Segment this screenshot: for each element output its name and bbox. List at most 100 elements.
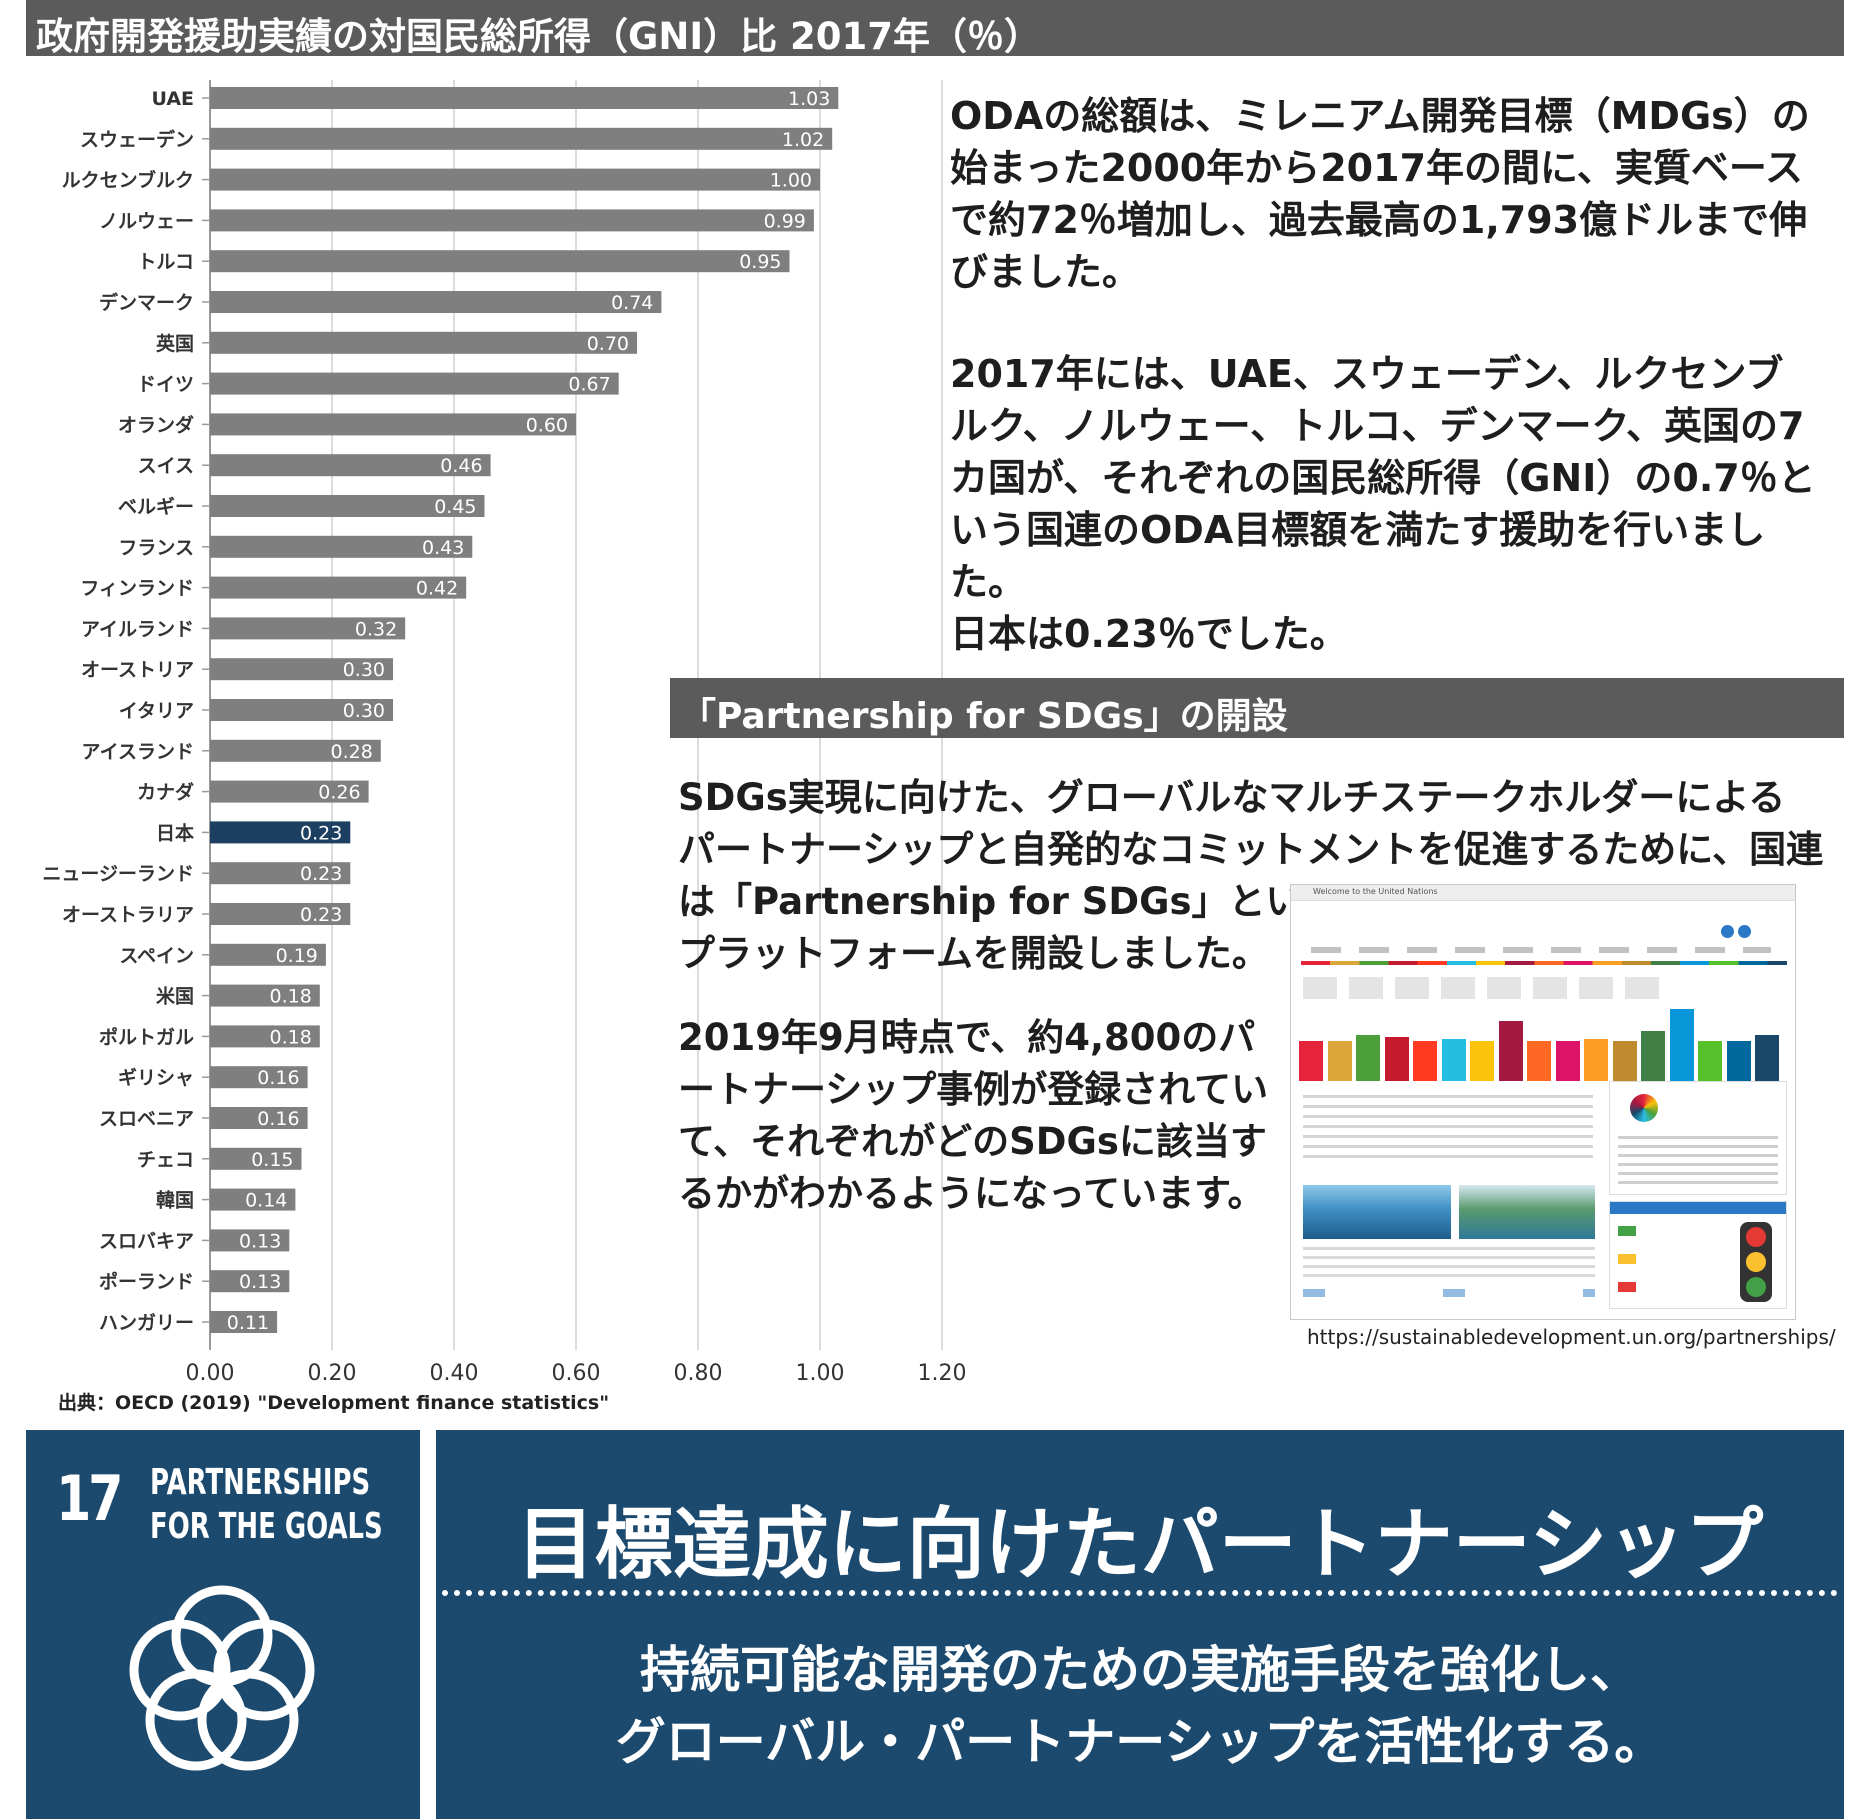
data-label: 0.45 bbox=[434, 496, 476, 518]
category-label: ニュージーランド bbox=[42, 863, 194, 885]
data-label: 0.15 bbox=[251, 1149, 293, 1171]
five-rings-flower-icon bbox=[129, 1585, 315, 1771]
bar bbox=[210, 903, 351, 925]
bar bbox=[210, 739, 381, 762]
goal-tile bbox=[1384, 1037, 1409, 1081]
bar bbox=[210, 209, 814, 232]
screenshot-islands-image bbox=[1459, 1185, 1595, 1239]
x-tick-label: 0.20 bbox=[308, 1361, 357, 1386]
data-label: 0.18 bbox=[269, 986, 311, 1008]
category-label: ギリシャ bbox=[118, 1067, 194, 1089]
screenshot-goal-tiles bbox=[1299, 1009, 1787, 1081]
data-label: 0.30 bbox=[343, 659, 385, 681]
data-label: 1.03 bbox=[788, 88, 830, 110]
screenshot-header-text: Welcome to the United Nations bbox=[1313, 887, 1438, 896]
bar bbox=[210, 291, 662, 313]
category-label: スペイン bbox=[119, 945, 194, 967]
goal-tile bbox=[1356, 1035, 1380, 1081]
data-label: 0.23 bbox=[300, 863, 342, 885]
data-label: 0.67 bbox=[568, 374, 610, 396]
bar-chart: 0.00 0.20 0.40 0.60 0.80 1.00 1.20 UAE 1.03 スウェーデ… bbox=[42, 80, 967, 1386]
data-label: 0.43 bbox=[422, 537, 464, 559]
goal-tile bbox=[1527, 1041, 1551, 1081]
data-label: 0.18 bbox=[269, 1026, 311, 1048]
category-label: デンマーク bbox=[99, 291, 194, 314]
chart-source: 出典：OECD (2019) "Development finance stat… bbox=[58, 1392, 610, 1414]
data-label: 0.14 bbox=[245, 1190, 287, 1212]
x-tick-label: 1.20 bbox=[918, 1361, 967, 1386]
bar bbox=[210, 495, 485, 517]
bar bbox=[210, 1270, 290, 1293]
x-tick-label: 0.60 bbox=[552, 1361, 601, 1386]
category-label: フィンランド bbox=[80, 578, 194, 600]
bar bbox=[210, 250, 790, 273]
data-label: 0.46 bbox=[440, 455, 482, 477]
banner-subline: グローバル・パートナーシップを活性化する。 bbox=[615, 1713, 1665, 1771]
category-label: オーストリア bbox=[81, 659, 194, 681]
goal-tile bbox=[1726, 1041, 1751, 1081]
category-label: スイス bbox=[138, 455, 194, 477]
category-label: スウェーデン bbox=[80, 128, 194, 151]
data-label: 0.74 bbox=[611, 292, 653, 314]
goal-tile bbox=[1555, 1041, 1580, 1081]
category-label: トルコ bbox=[137, 251, 194, 273]
category-label: 米国 bbox=[156, 985, 194, 1008]
goal-tile bbox=[1441, 1039, 1466, 1081]
data-label: 0.16 bbox=[257, 1108, 299, 1130]
partnership-line: パートナーシップと自発的なコミットメントを促進するために、国連 bbox=[678, 828, 1824, 871]
category-label: アイルランド bbox=[81, 618, 194, 640]
category-label: ノルウェー bbox=[99, 210, 194, 232]
bar bbox=[210, 1107, 308, 1129]
data-label: 0.30 bbox=[343, 700, 385, 722]
registration-paragraph: 2019年9月時点で、約4,800のパートナーシップ事例が登録されていて、それぞ… bbox=[678, 1016, 1269, 1215]
category-label: オーストラリア bbox=[62, 904, 194, 926]
screenshot-topbar: Welcome to the United Nations bbox=[1291, 885, 1795, 901]
goal-17-badge: 17 PARTNERSHIPS FOR THE GOALS bbox=[26, 1430, 420, 1819]
x-tick-label: 0.80 bbox=[674, 1361, 723, 1386]
sdg-wheel-icon bbox=[1630, 1094, 1658, 1122]
oda-total-paragraph: ODAの総額は、ミレニアム開発目標（MDGs）の始まった2000年から2017年… bbox=[950, 94, 1810, 294]
goal-tile bbox=[1299, 1041, 1323, 1081]
category-label: ベルギー bbox=[118, 496, 194, 518]
bar bbox=[210, 87, 839, 109]
goal-number: 17 bbox=[56, 1462, 123, 1535]
screenshot-stats bbox=[1303, 977, 1663, 999]
bar bbox=[210, 168, 820, 191]
screenshot-ocean-image bbox=[1303, 1185, 1451, 1239]
data-label: 0.32 bbox=[355, 618, 397, 640]
data-label: 1.02 bbox=[782, 129, 824, 151]
data-label: 0.70 bbox=[587, 333, 629, 355]
bar bbox=[210, 413, 576, 436]
category-label: ルクセンブルク bbox=[62, 169, 194, 192]
bar bbox=[210, 699, 393, 721]
partnership-line: は「Partnership for SDGs」という bbox=[678, 880, 1340, 923]
bar bbox=[210, 1229, 290, 1252]
bar bbox=[210, 984, 320, 1007]
data-label: 0.95 bbox=[739, 251, 781, 273]
goal-tile bbox=[1470, 1041, 1494, 1081]
goal-tile bbox=[1327, 1041, 1352, 1081]
section-title-bar: 「Partnership for SDGs」の開設 bbox=[670, 678, 1844, 738]
japan-paragraph: 日本は0.23％でした。 bbox=[950, 612, 1348, 656]
partnership-line: プラットフォームを開設しました。 bbox=[678, 932, 1269, 975]
partnership-line: SDGs実現に向けた、グローバルなマルチステークホルダーによる bbox=[678, 776, 1786, 819]
category-label: ポルトガル bbox=[99, 1025, 194, 1048]
category-label: スロバキア bbox=[99, 1230, 194, 1252]
screenshot-footer bbox=[1303, 1289, 1595, 1297]
category-label: オランダ bbox=[118, 413, 194, 436]
bar bbox=[210, 1066, 308, 1089]
bar bbox=[210, 943, 326, 966]
category-label: ハンガリー bbox=[99, 1312, 194, 1334]
bar bbox=[210, 576, 467, 599]
bar bbox=[210, 1311, 278, 1333]
category-label: UAE bbox=[151, 88, 194, 110]
data-label: 0.19 bbox=[276, 945, 318, 967]
data-label: 0.11 bbox=[227, 1312, 269, 1334]
goal-tile bbox=[1698, 1041, 1722, 1081]
bar bbox=[210, 862, 351, 885]
x-tick-label: 0.40 bbox=[430, 1361, 479, 1386]
data-label: 0.60 bbox=[526, 414, 568, 436]
goal-tile bbox=[1584, 1039, 1608, 1081]
goal-banner: 目標達成に向けたパートナーシップ 持続可能な開発のための実施手段を強化し、 グロ… bbox=[436, 1430, 1844, 1819]
data-label: 0.26 bbox=[318, 782, 360, 804]
